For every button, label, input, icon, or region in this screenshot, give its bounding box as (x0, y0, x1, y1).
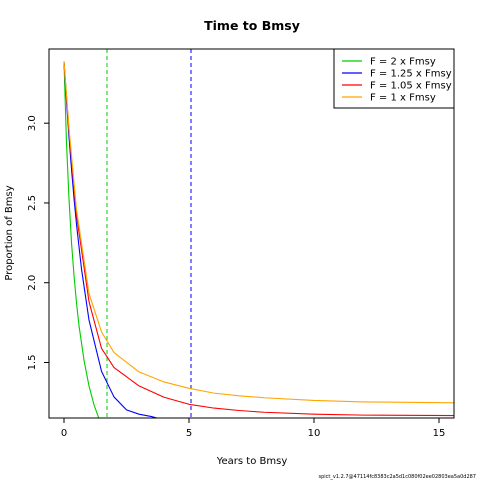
x-axis: 0 5 10 15 (61, 418, 446, 439)
x-tick-label: 15 (433, 428, 446, 439)
plot-frame (48, 48, 455, 419)
x-tick-label: 5 (186, 428, 192, 439)
chart-title: Time to Bmsy (204, 18, 300, 33)
x-tick-label: 0 (61, 428, 67, 439)
series-layer (63, 61, 454, 418)
x-axis-label: Years to Bmsy (216, 456, 288, 467)
series-line-1 (63, 61, 100, 418)
legend-label: F = 1.05 x Fmsy (370, 81, 452, 92)
footnote: spict_v1.2.7@47114fc8383c2a5d1c080f02ee0… (319, 474, 477, 480)
y-tick-label: 3.0 (27, 115, 38, 131)
x-tick-label: 10 (308, 428, 321, 439)
legend-box (333, 48, 455, 109)
y-tick-label: 1.5 (27, 355, 38, 371)
y-axis-label: Proportion of Bmsy (4, 185, 15, 280)
y-axis: 1.5 2.0 2.5 3.0 (27, 115, 49, 370)
series-line-2 (63, 61, 159, 418)
legend-label: F = 1.25 x Fmsy (370, 69, 452, 80)
series-line-4 (63, 61, 454, 404)
legend-label: F = 1 x Fmsy (370, 93, 436, 104)
reference-lines (106, 49, 192, 418)
legend-label: F = 2 x Fmsy (370, 57, 436, 68)
series-line-3 (63, 61, 454, 417)
y-tick-label: 2.5 (27, 195, 38, 211)
y-tick-label: 2.0 (27, 275, 38, 291)
